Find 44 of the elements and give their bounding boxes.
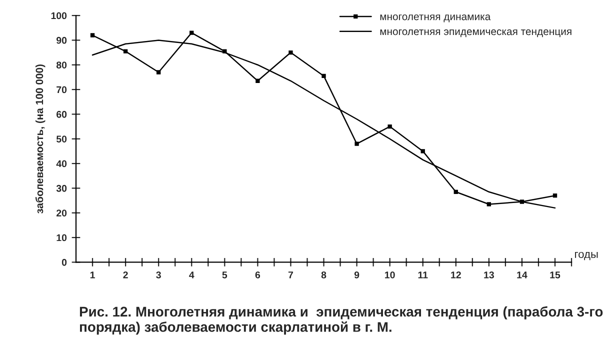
x-tick-label: 6 [255, 271, 260, 278]
legend-label: многолетняя эпидемическая тенденция [380, 29, 572, 38]
y-axis-title: заболеваемость, (на 100 000) [35, 64, 46, 214]
x-tick-label: 11 [418, 272, 428, 278]
x-tick-label: 1 [90, 272, 95, 278]
x-axis-title: годы [575, 252, 598, 260]
x-tick-label: 13 [484, 271, 494, 278]
y-tick-label: 100 [51, 12, 67, 20]
y-tick-label: 60 [56, 110, 67, 118]
x-tick-label: 5 [222, 272, 228, 278]
y-tick-label: 0 [62, 258, 67, 266]
point [156, 70, 161, 74]
point [90, 33, 95, 38]
point [190, 30, 194, 35]
point [322, 74, 326, 78]
x-tick-label: 8 [321, 271, 326, 278]
y-tick-label: 90 [56, 36, 67, 44]
x-tick-label: 14 [517, 272, 528, 278]
x-tick-label: 7 [288, 272, 293, 278]
point [486, 202, 492, 206]
point [552, 194, 558, 198]
y-tick-label: 50 [56, 136, 67, 142]
y-tick-label: 70 [56, 86, 67, 94]
point [123, 49, 128, 54]
x-tick-label: 12 [451, 271, 461, 278]
y-tick-label: 40 [56, 160, 67, 168]
point [354, 142, 359, 146]
x-tick-label: 3 [156, 271, 161, 278]
x-tick-label: 9 [354, 271, 360, 278]
y-tick-label: 20 [56, 210, 67, 216]
legend-label: многолетняя динамика [380, 14, 491, 22]
x-tick-label: 4 [189, 272, 194, 278]
text: Рис. 12. Многолетняя динамика и эпидемическая тенденция (парабола 3-го порядка) заболеваемости скарлатиной в г. М. [80, 306, 603, 335]
y-tick-label: 80 [56, 62, 67, 68]
point [288, 50, 293, 55]
point [454, 190, 458, 194]
x-tick-label: 2 [123, 271, 128, 278]
y-tick-label: 30 [56, 184, 67, 192]
point [256, 78, 260, 83]
point [420, 149, 425, 154]
point [388, 124, 392, 129]
x-tick-label: 10 [385, 271, 395, 278]
y-tick-label: 10 [56, 234, 67, 242]
x-tick-label: 15 [550, 272, 560, 278]
